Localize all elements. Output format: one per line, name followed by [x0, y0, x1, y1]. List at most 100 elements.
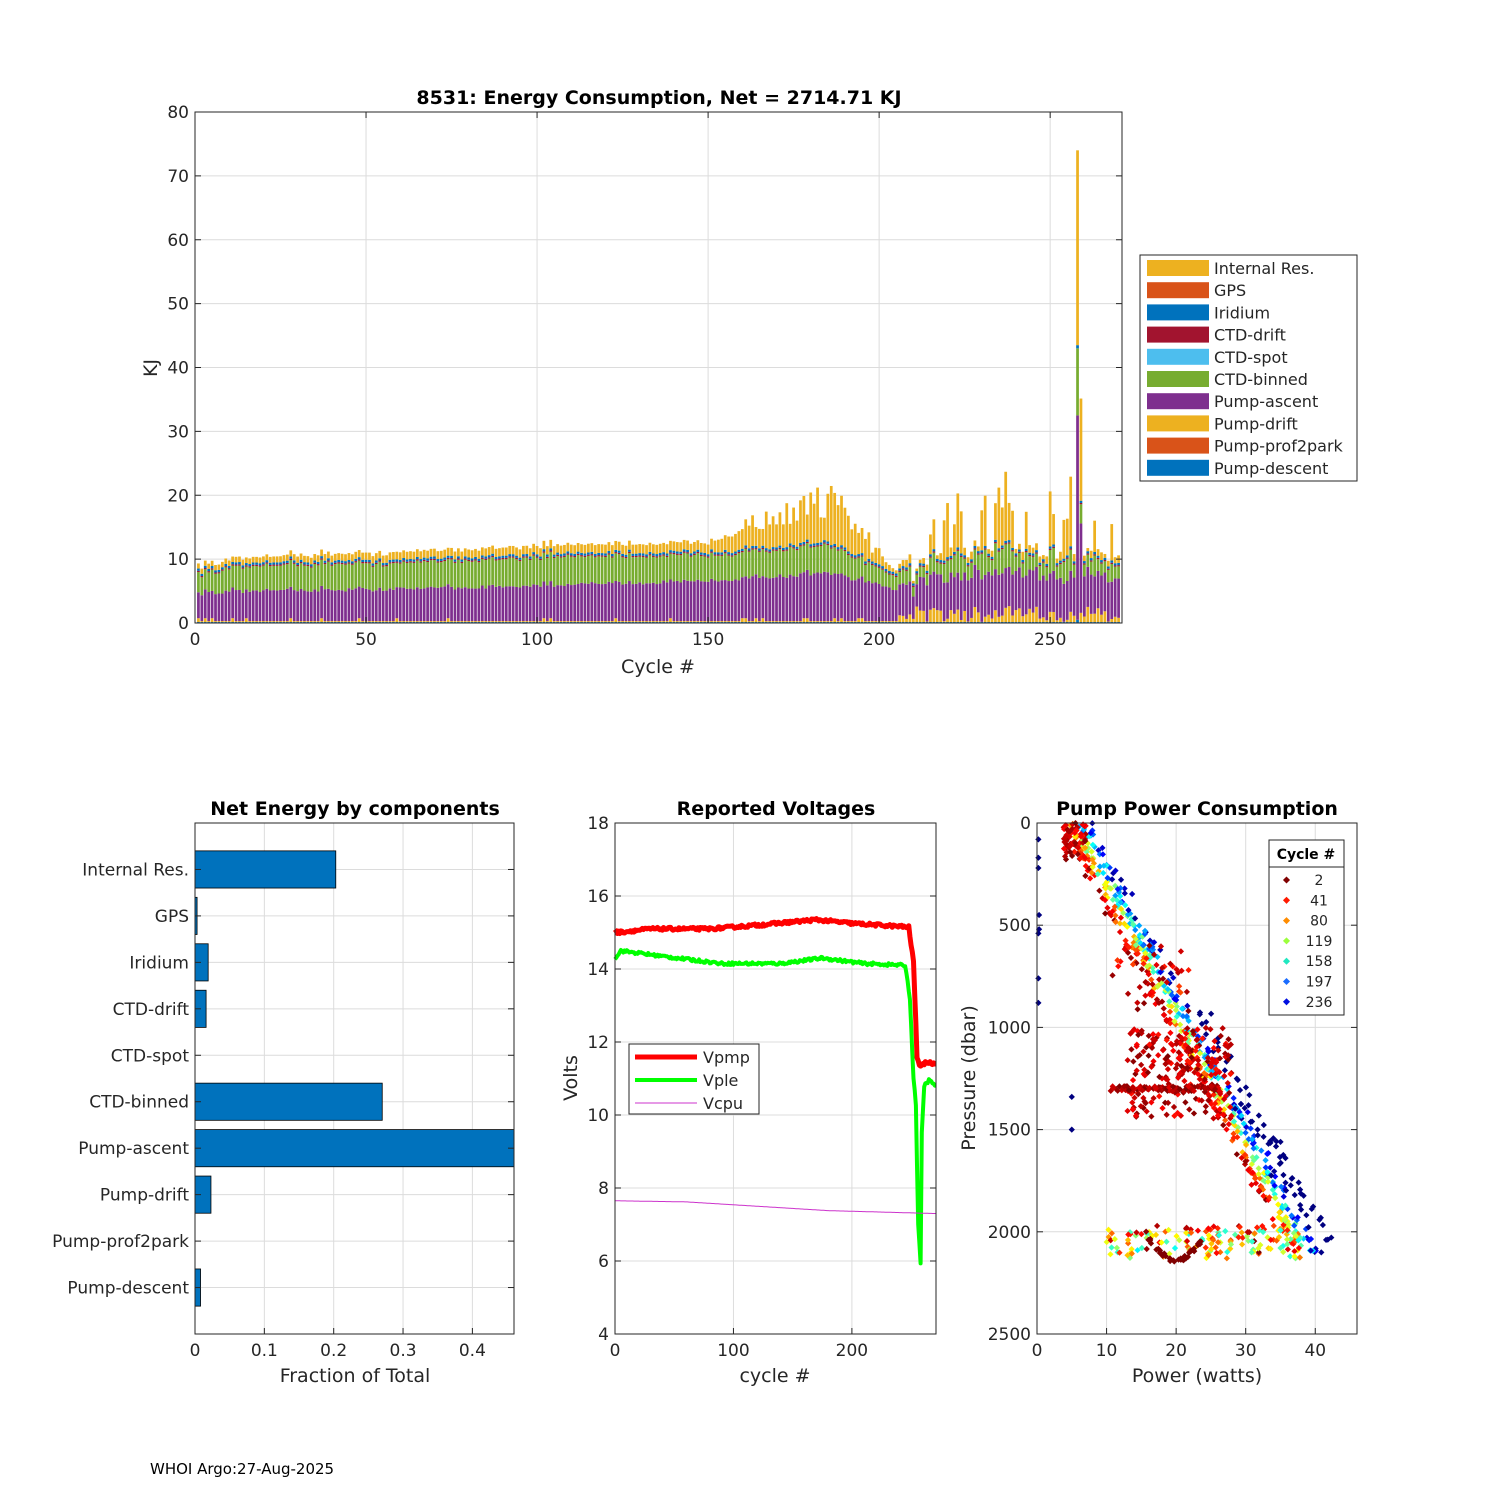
bar-segment	[809, 621, 813, 623]
bar-segment	[467, 559, 471, 562]
scatter-point	[1131, 1094, 1138, 1101]
bar-segment	[398, 587, 402, 622]
scatter-point	[1197, 1050, 1204, 1057]
scatter-point	[1100, 862, 1107, 869]
bar-segment	[939, 610, 943, 623]
x-tick-label: 20	[1165, 1341, 1187, 1361]
bar-segment	[723, 553, 727, 581]
scatter-point	[1307, 1235, 1315, 1243]
scatter-point	[1156, 1093, 1163, 1100]
scatter-point	[1216, 1069, 1223, 1076]
bar-segment	[262, 621, 265, 623]
bar-segment	[935, 562, 939, 575]
bar-segment	[648, 554, 652, 556]
bar-segment	[959, 511, 963, 554]
bar-segment	[720, 552, 724, 555]
bar-segment	[652, 621, 655, 623]
scatter-point	[1094, 871, 1101, 878]
scatter-point	[1259, 1222, 1266, 1230]
bar-segment	[251, 621, 255, 623]
bar-segment	[477, 550, 481, 559]
bar-segment	[597, 555, 601, 557]
bar-segment	[439, 560, 443, 563]
bar-segment	[433, 558, 436, 560]
bar-segment	[785, 503, 789, 548]
bar-segment	[942, 621, 946, 623]
bar-segment	[457, 559, 460, 588]
bar-segment	[238, 564, 241, 566]
bar-segment	[453, 562, 457, 590]
bar-segment	[227, 565, 231, 569]
bar-segment	[275, 564, 279, 566]
bar-segment	[344, 591, 347, 622]
bar-segment	[515, 621, 518, 623]
bar-segment	[1069, 476, 1073, 547]
bar-segment	[915, 584, 919, 607]
bar-segment	[1000, 545, 1004, 548]
bar-segment	[508, 621, 512, 623]
bar-segment	[354, 558, 358, 562]
bar-segment	[915, 606, 919, 623]
bar-segment	[392, 559, 395, 562]
x-tick-label: 200	[836, 1341, 868, 1361]
scatter-point	[1068, 1126, 1075, 1133]
bar-segment	[966, 566, 970, 581]
bar-segment	[501, 547, 505, 556]
bar-segment	[655, 544, 659, 555]
bar-segment	[959, 553, 963, 556]
scatter-point	[1227, 1103, 1234, 1111]
scatter-point	[1171, 1018, 1178, 1025]
scatter-point	[1139, 1087, 1146, 1094]
bar-segment	[392, 552, 395, 560]
bar-segment	[357, 618, 361, 623]
bar-segment	[381, 555, 385, 564]
bar-segment	[450, 559, 453, 587]
bar-segment	[672, 621, 676, 623]
bar-segment	[419, 562, 423, 589]
bar-segment	[220, 567, 224, 570]
bar-segment	[487, 558, 491, 586]
bar-segment	[258, 563, 262, 566]
bar-segment	[826, 621, 830, 623]
bar-segment	[891, 571, 895, 574]
scatter-point	[1148, 976, 1155, 983]
scatter-point	[1141, 1072, 1149, 1079]
bar-segment	[419, 588, 423, 622]
scatter-point	[1177, 1021, 1184, 1028]
bar-segment	[761, 618, 765, 623]
bar-segment	[966, 621, 970, 623]
bar-segment	[624, 554, 628, 557]
bar-segment	[429, 560, 433, 587]
bar-segment	[799, 545, 802, 547]
bar-segment	[888, 574, 891, 588]
bar-segment	[569, 544, 573, 554]
bar-segment	[539, 556, 542, 559]
scatter-point	[1167, 1020, 1174, 1027]
bar-segment	[703, 621, 707, 623]
bar-segment	[758, 551, 761, 578]
bar-segment	[433, 559, 436, 588]
bar-segment	[826, 543, 830, 546]
bar-segment	[251, 562, 255, 565]
bar-segment	[1117, 617, 1120, 623]
bar-segment	[980, 553, 984, 580]
bar-segment	[450, 621, 453, 623]
bar-segment	[713, 552, 717, 555]
bar-segment	[761, 547, 765, 550]
bar-segment	[1106, 582, 1110, 622]
bar-segment	[973, 549, 977, 565]
bar-segment	[282, 589, 286, 622]
bar-segment	[1035, 606, 1038, 623]
bar-segment	[631, 553, 635, 556]
bar-segment	[522, 545, 525, 555]
bar-segment	[833, 543, 837, 547]
scatter-point	[1205, 1097, 1212, 1104]
scatter-point	[1225, 1052, 1232, 1059]
bar-segment	[436, 562, 440, 588]
bar-segment	[628, 581, 631, 622]
bar-segment	[224, 558, 228, 564]
scatter-point	[1195, 1057, 1202, 1064]
bar-segment	[932, 549, 936, 552]
bar-segment	[1062, 562, 1066, 584]
scatter-point	[1088, 848, 1095, 855]
